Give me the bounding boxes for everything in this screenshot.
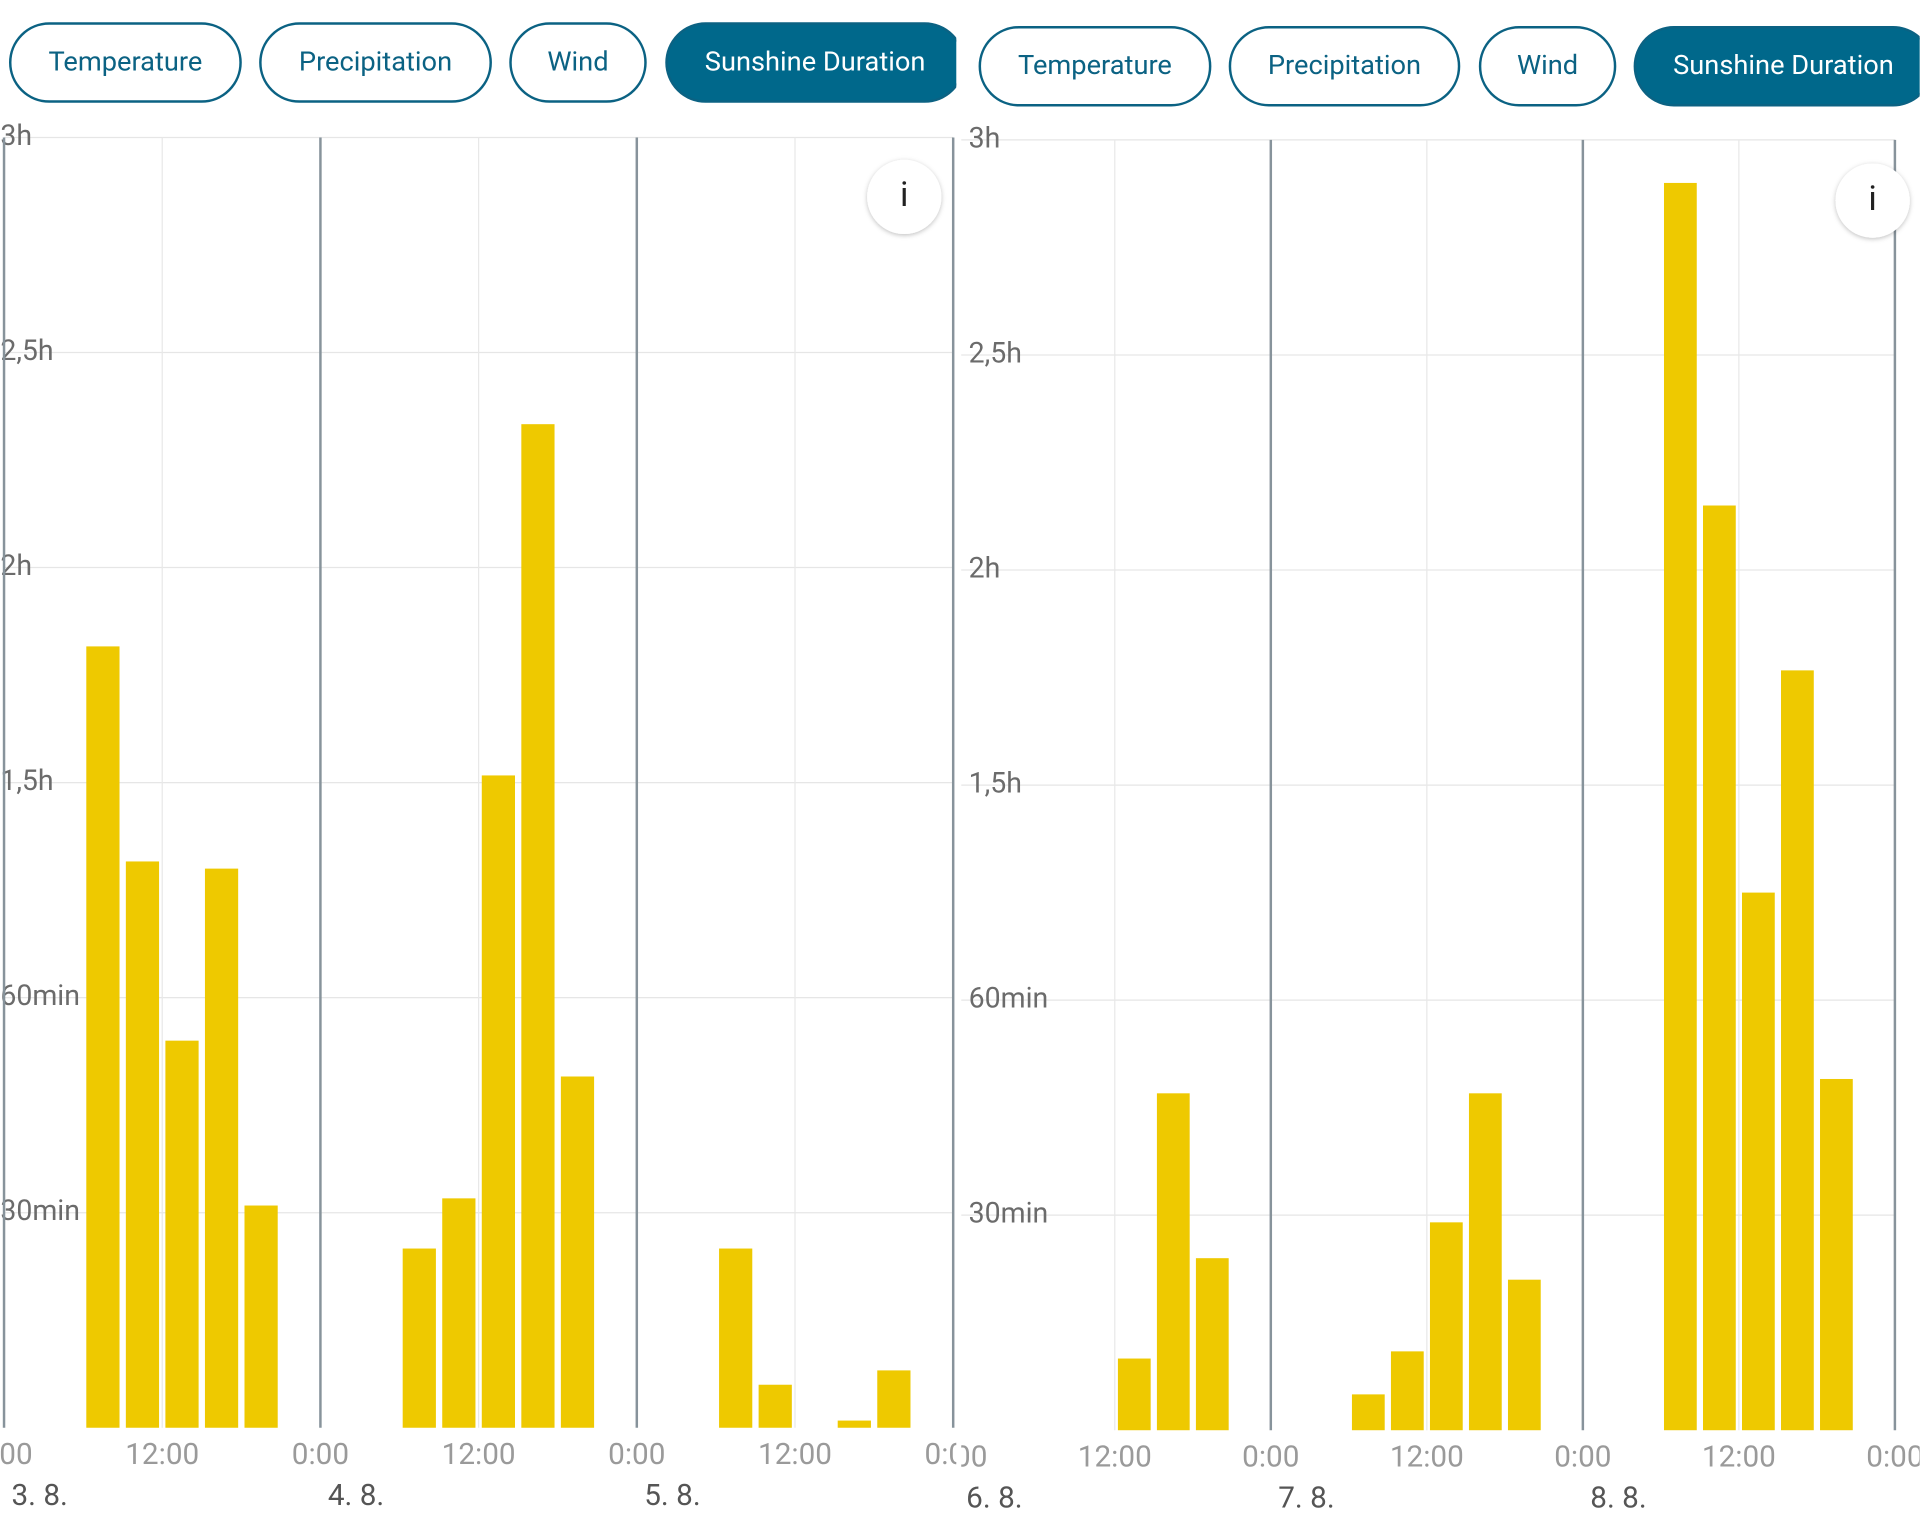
bar (125, 861, 160, 1428)
panel: Temperature Precipitation Wind Sunshine Dur… (930, 26, 1920, 1515)
bar (481, 775, 515, 1428)
tab-button[interactable]: Wind (1478, 26, 1617, 107)
bar (1781, 670, 1814, 1431)
info-label: i (1868, 179, 1876, 219)
day-label: 8. 8. (1590, 1480, 1646, 1515)
tab-label: Temperature (48, 45, 202, 77)
y-tick-label: 30min (969, 1197, 1049, 1230)
bar (1742, 892, 1775, 1431)
day-label: 5. 8. (644, 1478, 700, 1513)
y-tick-label: 3h (969, 121, 1001, 154)
tab-label: Temperature (1018, 49, 1172, 81)
y-tick-label: 2h (0, 549, 32, 582)
info-button[interactable]: i (1835, 163, 1910, 238)
tab-label: Sunshine Duration (705, 45, 926, 77)
bar (837, 1420, 871, 1428)
x-tick-label: 0:00 (1554, 1440, 1611, 1475)
tab-background (509, 22, 647, 103)
y-tick-label: 1,5h (0, 764, 53, 797)
y-tick-label: 2,5h (0, 334, 53, 367)
tab-background (8, 22, 242, 103)
tab-background (1228, 26, 1461, 107)
tab-label: Sunshine Duration (1673, 49, 1894, 81)
bar (719, 1248, 753, 1428)
x-tick-label: 12:00 (758, 1437, 832, 1472)
x-tick-label: 0:00 (0, 1437, 33, 1472)
day-label: 3. 8. (11, 1478, 67, 1513)
x-tick-label: 12:00 (125, 1437, 199, 1472)
y-tick-label: 2,5h (969, 336, 1022, 369)
y-tick-label: 60min (0, 979, 80, 1012)
bar (1117, 1358, 1151, 1431)
bar (1195, 1258, 1229, 1431)
bar (877, 1370, 911, 1428)
tab-button[interactable]: Temperature (8, 22, 242, 103)
bar (1351, 1394, 1385, 1431)
bar (165, 1040, 199, 1428)
x-tick-label: 12:00 (1390, 1440, 1464, 1475)
tab-label: Wind (547, 45, 608, 77)
tab-background (259, 22, 492, 103)
x-tick-label: 0:00 (925, 1437, 982, 1472)
bar (1156, 1093, 1190, 1431)
bar (1390, 1351, 1424, 1431)
tab-label: Precipitation (1268, 49, 1421, 81)
x-tick-label: 12:00 (1078, 1440, 1152, 1475)
tab-background (1478, 26, 1617, 107)
y-tick-label: 2h (969, 552, 1001, 585)
tab-label: Wind (1517, 49, 1578, 81)
bar (758, 1384, 792, 1428)
tab-button[interactable]: Temperature (978, 26, 1212, 107)
panel: Temperature Precipitation Wind Sunshine Dur… (0, 22, 982, 1513)
day-label: 4. 8. (328, 1478, 384, 1513)
tab-button[interactable]: Sunshine Duration (665, 22, 964, 103)
x-tick-label: 0:00 (292, 1437, 349, 1472)
day-label: 6. 8. (966, 1480, 1022, 1515)
info-button[interactable]: i (867, 159, 942, 235)
y-tick-label: 1,5h (969, 767, 1022, 800)
tab-label: Precipitation (299, 45, 452, 77)
bar (1468, 1093, 1502, 1431)
x-tick-label: 12:00 (442, 1437, 516, 1472)
day-label: 7. 8. (1278, 1480, 1334, 1515)
y-tick-label: 3h (0, 119, 32, 152)
x-tick-label: 0:00 (930, 1440, 987, 1475)
x-tick-label: 0:00 (1242, 1440, 1299, 1475)
x-tick-label: 0:00 (1866, 1440, 1920, 1475)
x-tick-label: 12:00 (1702, 1440, 1776, 1475)
info-circle (1835, 163, 1910, 238)
info-circle (867, 159, 942, 235)
tab-button[interactable]: Precipitation (259, 22, 492, 103)
tab-background (1633, 26, 1920, 107)
bar (204, 868, 239, 1428)
tab-button[interactable]: Wind (509, 22, 647, 103)
bar (442, 1198, 476, 1428)
tab-button[interactable]: Sunshine Duration (1633, 26, 1920, 107)
bar (86, 646, 120, 1428)
info-label: i (900, 175, 908, 215)
tab-background (665, 22, 957, 103)
bar (1702, 505, 1736, 1431)
bar (1507, 1279, 1541, 1431)
bar (1429, 1222, 1463, 1431)
bar (1663, 182, 1697, 1431)
tab-button[interactable]: Precipitation (1228, 26, 1461, 107)
bar (560, 1076, 595, 1428)
tab-background (978, 26, 1212, 107)
y-tick-label: 30min (0, 1194, 80, 1227)
bar (521, 424, 555, 1428)
bar (402, 1248, 436, 1428)
bar (244, 1205, 278, 1428)
x-tick-label: 0:00 (608, 1437, 665, 1472)
y-tick-label: 60min (969, 982, 1049, 1015)
bar (1820, 1078, 1853, 1431)
